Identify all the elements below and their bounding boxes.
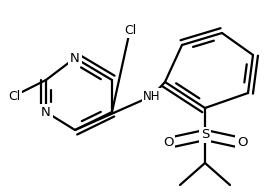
Text: Cl: Cl	[8, 89, 20, 102]
Text: O: O	[163, 137, 173, 150]
Text: N: N	[41, 106, 51, 119]
Text: S: S	[201, 128, 209, 141]
Text: O: O	[237, 137, 247, 150]
Text: Cl: Cl	[124, 23, 136, 36]
Text: N: N	[70, 51, 80, 64]
Text: NH: NH	[143, 89, 161, 102]
